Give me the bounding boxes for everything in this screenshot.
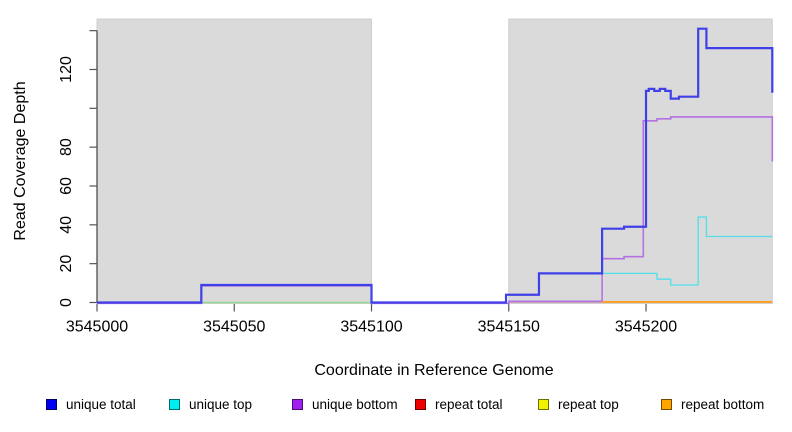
x-tick-label: 3545200 [615,319,677,336]
legend-label: unique total [66,397,136,412]
legend-item-unique-bottom: unique bottom [292,397,415,412]
legend-item-unique-top: unique top [169,397,292,412]
y-tick-label: 40 [58,216,75,234]
series-line-unique-top [602,216,773,286]
shaded-region [508,18,773,304]
x-axis-title: Coordinate in Reference Genome [314,362,554,379]
legend-swatch-icon [415,399,426,410]
legend-swatch-icon [46,399,57,410]
legend-label: unique top [189,397,253,412]
shaded-region [96,18,372,304]
legend-swatch-icon [292,399,303,410]
x-tick-label: 3545150 [478,319,540,336]
legend-item-repeat-total: repeat total [415,397,538,412]
legend-swatch-icon [169,399,180,410]
x-tick-label: 3545100 [340,319,402,336]
y-tick-label: 120 [58,56,75,83]
y-tick-label: 60 [58,177,75,195]
y-axis-title: Read Coverage Depth [12,81,29,241]
y-tick-label: 80 [58,138,75,156]
x-tick-label: 3545000 [66,319,128,336]
x-tick-label: 3545050 [203,319,265,336]
y-tick-label: 0 [58,298,75,307]
legend: unique total unique top unique bottom repea… [46,397,784,412]
legend-label: unique bottom [312,397,398,412]
series-line-unique-total [97,27,774,304]
legend-item-repeat-bottom: repeat bottom [661,397,784,412]
y-tick-label: 20 [58,255,75,273]
legend-swatch-icon [538,399,549,410]
legend-item-unique-total: unique total [46,397,169,412]
legend-label: repeat total [435,397,503,412]
legend-label: repeat bottom [681,397,765,412]
legend-item-repeat-top: repeat top [538,397,661,412]
legend-label: repeat top [558,397,619,412]
legend-swatch-icon [661,399,672,410]
